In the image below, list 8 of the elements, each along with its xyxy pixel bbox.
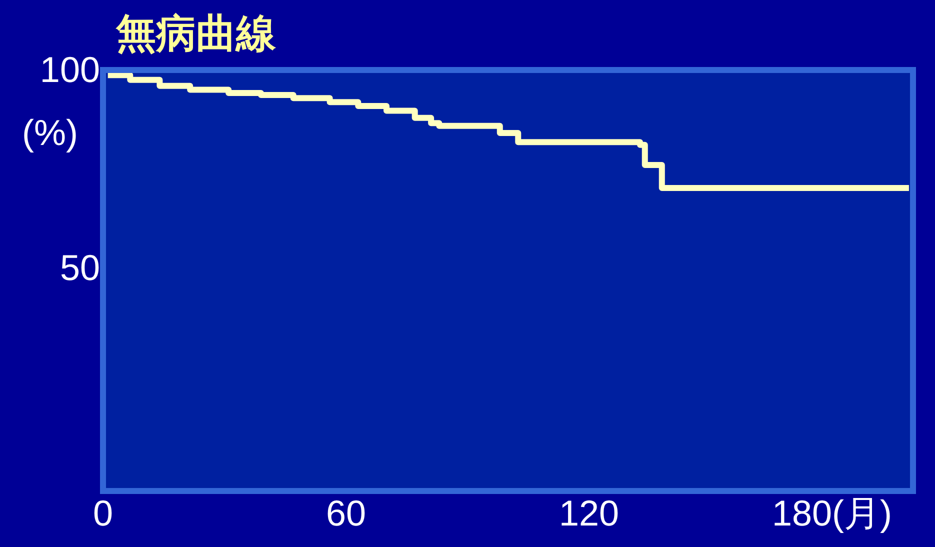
x-tick-label: 60 <box>326 492 366 534</box>
chart-title: 無病曲線 <box>116 10 276 59</box>
x-tick-label: 0 <box>92 492 114 534</box>
y-axis-title: (%) <box>22 112 78 154</box>
y-tick-label: 50 <box>60 246 100 288</box>
y-tick-label: 100 <box>40 48 100 90</box>
x-tick-label: 120 <box>558 492 620 534</box>
x-tick-label: 180(月) <box>772 492 892 534</box>
